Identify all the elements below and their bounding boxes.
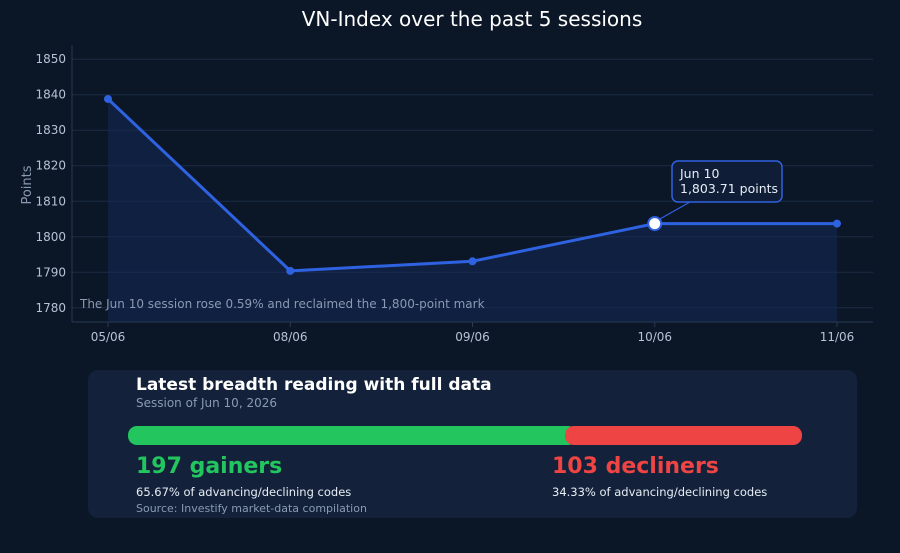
gainers-count: 197 gainers: [136, 454, 283, 479]
source-note: Source: Investify market-data compilatio…: [136, 502, 367, 515]
y-axis-label: Points: [20, 165, 35, 204]
x-tick-label: 10/06: [637, 330, 672, 344]
x-tick-label: 08/06: [273, 330, 308, 344]
y-tick-label: 1840: [35, 88, 66, 102]
breadth-title: Latest breadth reading with full data: [136, 375, 492, 395]
y-tick-label: 1850: [35, 52, 66, 66]
data-point: [468, 257, 477, 266]
data-point: [104, 94, 112, 103]
y-tick-label: 1830: [35, 123, 66, 137]
tooltip-value: 1,803.71 points: [680, 181, 778, 196]
gainers-bar: [128, 426, 577, 445]
breadth-bar: [128, 426, 802, 445]
data-point: [286, 266, 295, 275]
x-tick-label: 09/06: [455, 330, 490, 344]
decliners-percent: 34.33% of advancing/declining codes: [552, 485, 768, 499]
tooltip-connector: [658, 201, 691, 221]
x-tick-label: 11/06: [820, 330, 855, 344]
gainers-percent: 65.67% of advancing/declining codes: [136, 485, 352, 499]
series-area: [108, 98, 837, 322]
tooltip-date: Jun 10: [679, 166, 719, 181]
line-chart: VN-Index over the past 5 sessions Points…: [20, 7, 873, 344]
y-tick-label: 1800: [35, 230, 66, 244]
y-tick-label: 1810: [35, 194, 66, 208]
decliners-bar: [564, 426, 802, 445]
tooltip-box: [671, 160, 783, 203]
chart-title: VN-Index over the past 5 sessions: [302, 7, 643, 31]
tooltip-callout: Jun 10 1,803.71 points: [671, 160, 783, 203]
data-point: [833, 219, 841, 228]
breadth-subtitle: Session of Jun 10, 2026: [136, 396, 277, 410]
y-tick-label: 1790: [35, 265, 66, 279]
chart-annotation: The Jun 10 session rose 0.59% and reclai…: [79, 297, 485, 311]
decliners-count: 103 decliners: [552, 454, 719, 479]
x-tick-label: 05/06: [91, 330, 126, 344]
y-tick-label: 1820: [35, 159, 66, 173]
highlighted-data-point: [647, 216, 663, 232]
y-tick-label: 1780: [35, 301, 66, 315]
